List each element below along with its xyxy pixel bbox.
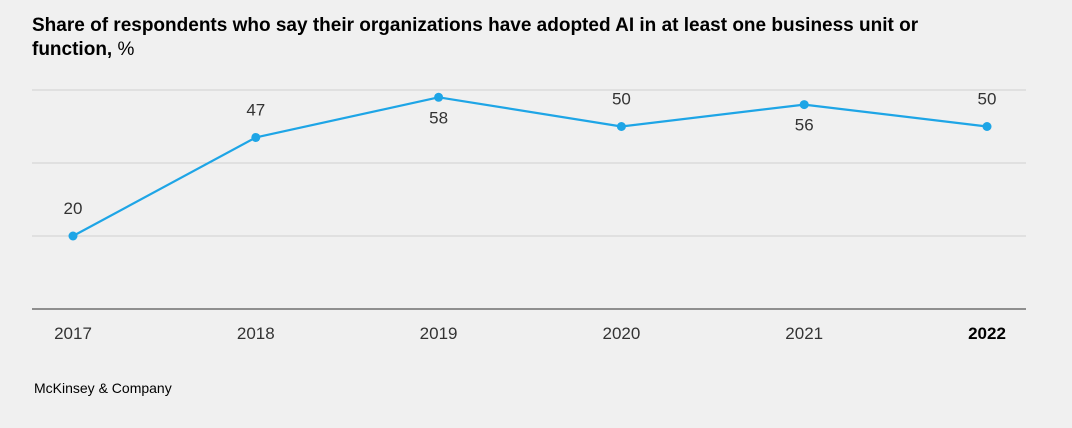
data-label-2019: 58 — [429, 108, 448, 127]
data-point-2022 — [982, 122, 992, 131]
data-point-2018 — [251, 132, 261, 142]
data-label-2018: 47 — [246, 100, 265, 119]
data-points — [68, 92, 992, 241]
data-point-2021 — [799, 100, 809, 110]
x-tick-2018: 2018 — [237, 324, 275, 343]
chart-title-text: Share of respondents who say their organ… — [32, 15, 919, 60]
data-point-2019 — [434, 92, 444, 102]
gridlines — [32, 89, 1026, 310]
line-chart: 20 47 58 50 56 50 2017 2018 2019 2020 2021 2022 — [32, 89, 1026, 343]
data-point-2017 — [68, 231, 78, 241]
data-label-2017: 20 — [64, 199, 83, 218]
data-label-2022: 50 — [978, 90, 997, 109]
chart-title: Share of respondents who say their organ… — [32, 14, 992, 62]
x-tick-2017: 2017 — [54, 324, 92, 343]
data-label-2021: 56 — [795, 116, 814, 135]
data-point-2020 — [616, 122, 626, 131]
x-tick-2019: 2019 — [420, 324, 458, 343]
series-line — [72, 96, 988, 237]
x-axis-ticks: 2017 2018 2019 2020 2021 2022 — [54, 324, 1006, 343]
series-line-group — [72, 96, 988, 237]
chart-title-unit: % — [117, 39, 135, 60]
data-label-2020: 50 — [612, 90, 631, 109]
data-labels: 20 47 58 50 56 50 — [64, 90, 997, 219]
x-tick-2020: 2020 — [602, 324, 640, 343]
source-credit: McKinsey & Company — [34, 380, 172, 396]
x-tick-2021: 2021 — [785, 324, 823, 343]
x-tick-2022: 2022 — [968, 324, 1006, 343]
